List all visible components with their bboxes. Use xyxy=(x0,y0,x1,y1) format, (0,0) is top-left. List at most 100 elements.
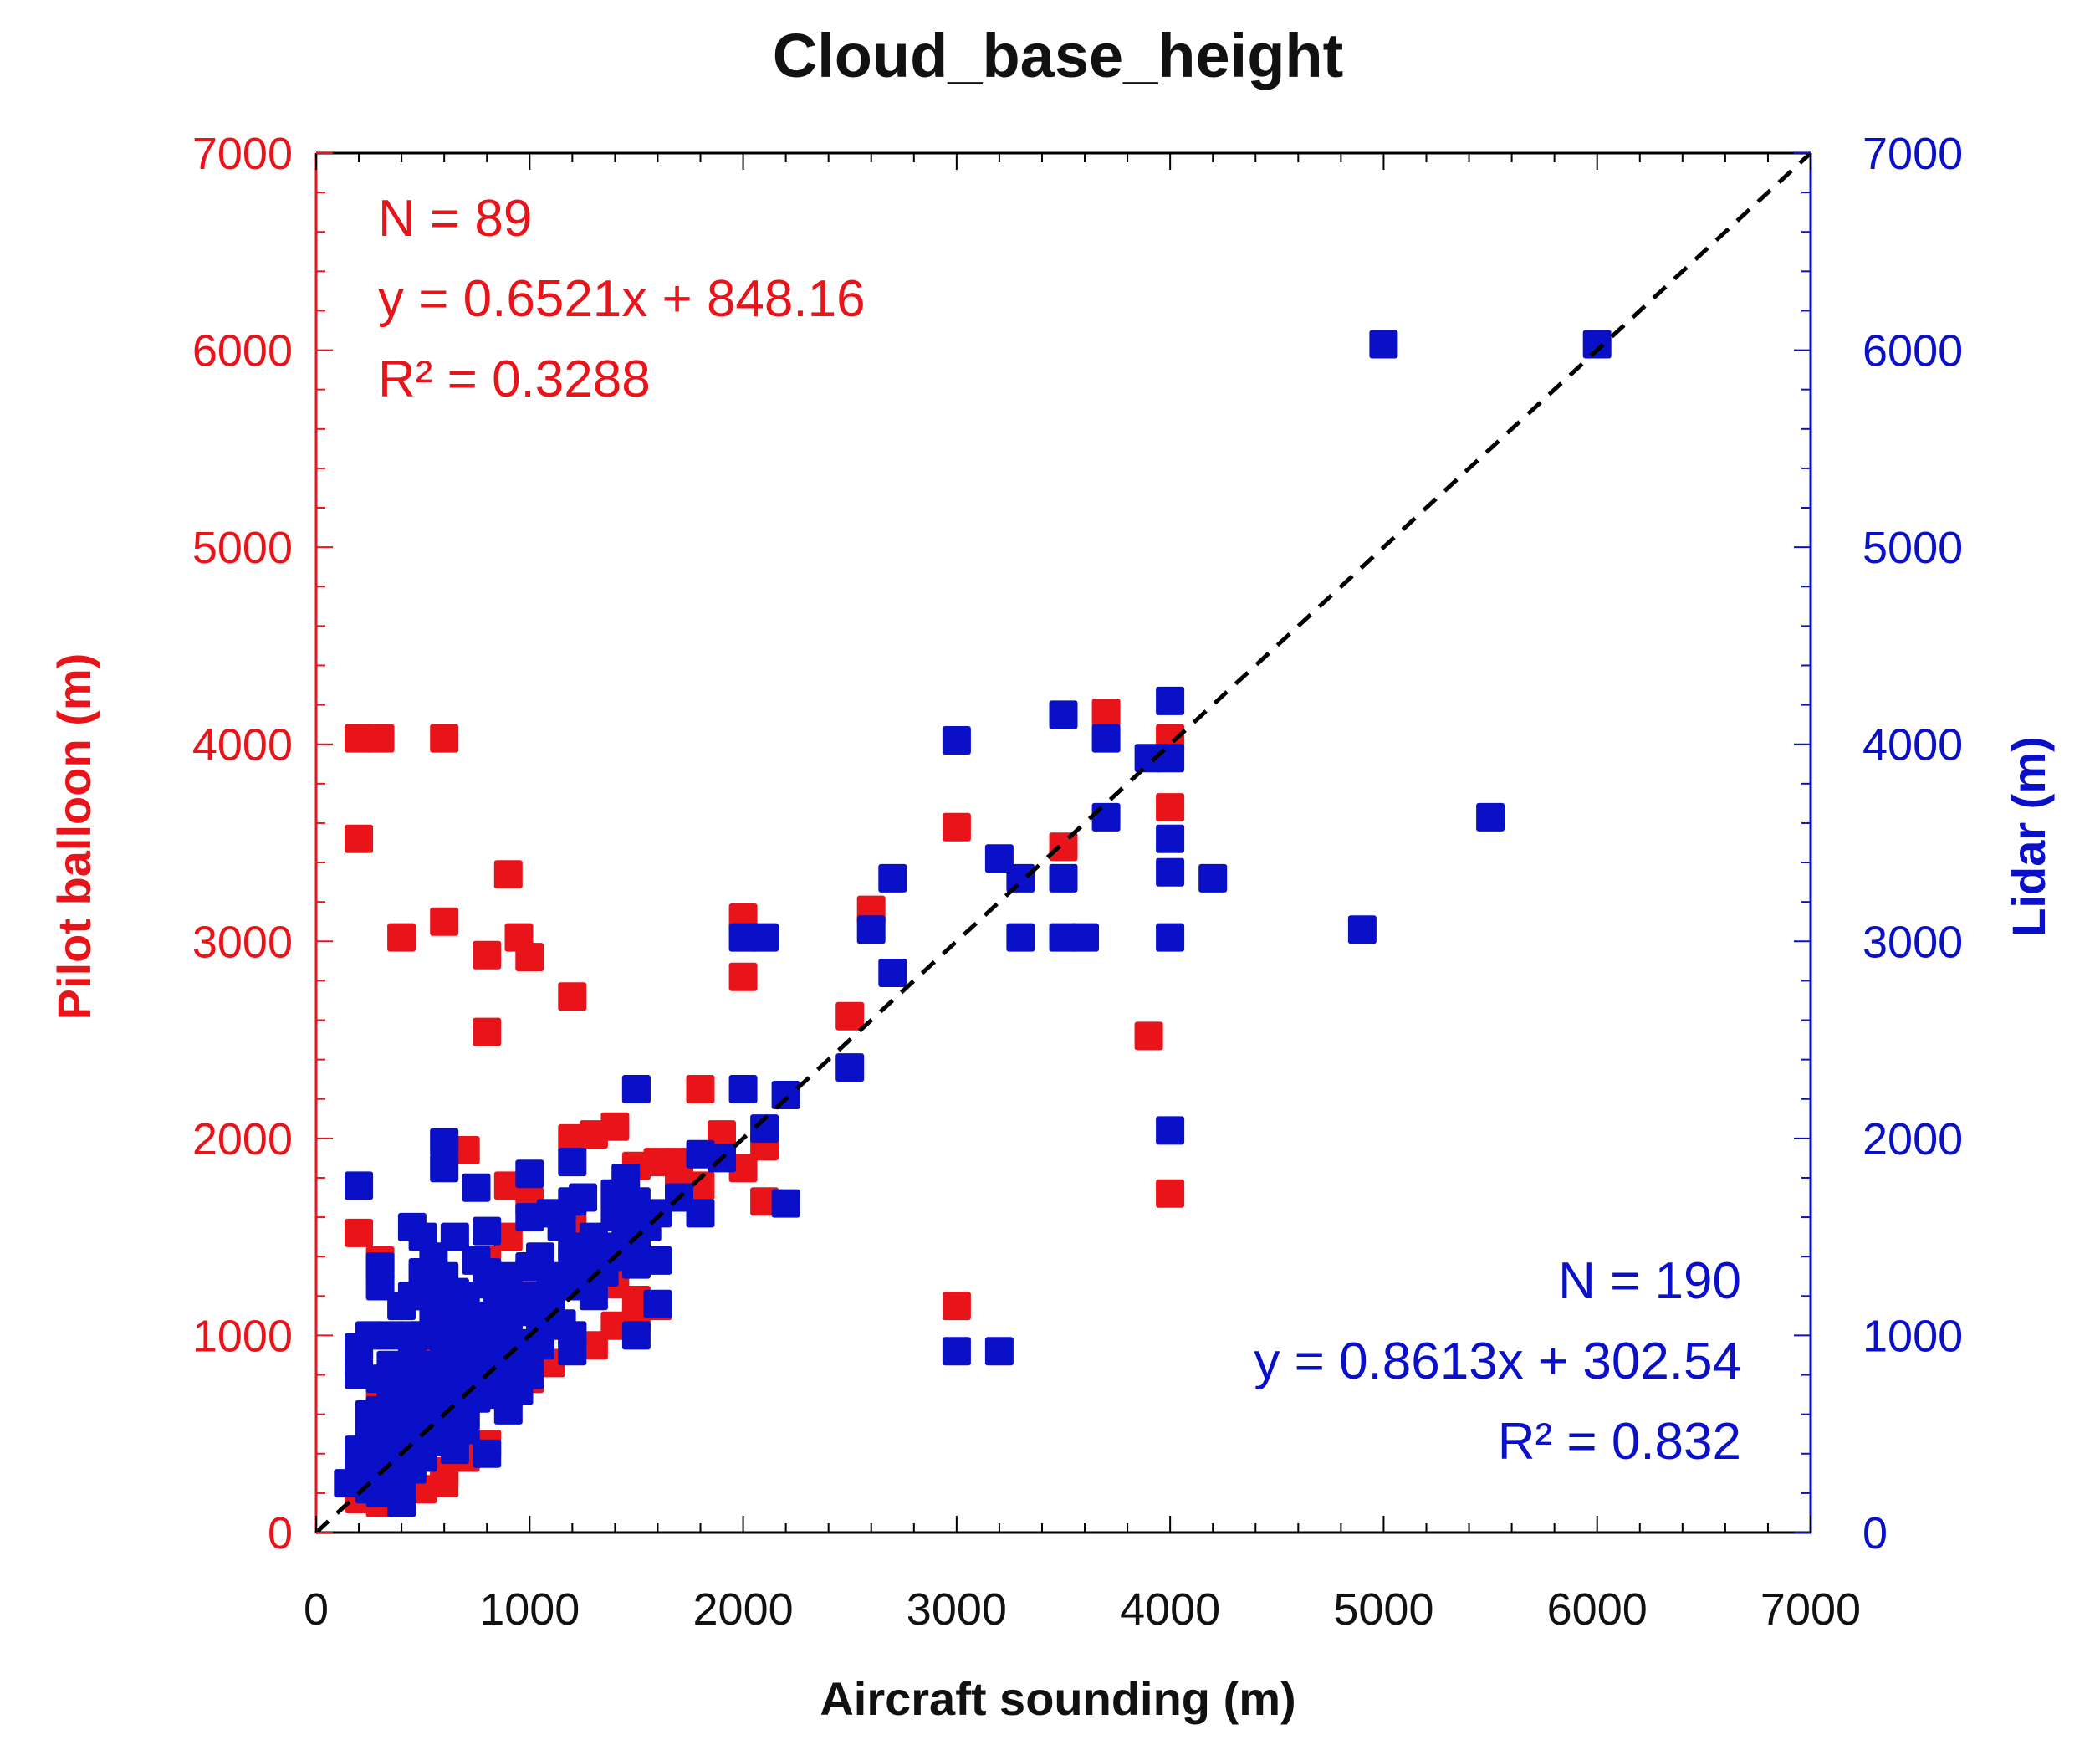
lidar-n: N = 190 xyxy=(1558,1252,1741,1310)
lidar-point xyxy=(728,1075,758,1103)
lidar-point xyxy=(878,863,907,893)
pilot-balloon-point xyxy=(473,1017,502,1046)
pilot-balloon-point xyxy=(493,1222,523,1251)
lidar-point xyxy=(397,1212,427,1241)
lidar-point xyxy=(451,1282,480,1311)
lidar-point xyxy=(835,1053,865,1082)
pilot-balloon-point xyxy=(708,1120,736,1149)
pilot-balloon-point xyxy=(686,1075,715,1103)
lidar-point xyxy=(473,1439,502,1468)
lidar-r2: R² = 0.832 xyxy=(1498,1413,1741,1471)
lidar-point xyxy=(376,1350,406,1379)
right-y-axis-label: Lidar (m) xyxy=(2002,736,2055,937)
right-y-tick-label: 3000 xyxy=(1862,917,1963,967)
lidar-point xyxy=(1476,802,1505,832)
pilot-balloon-point xyxy=(558,1123,587,1153)
lidar-annotation: N = 190 y = 0.8613x + 302.54 R² = 0.832 xyxy=(1254,1252,1741,1471)
x-tick-label: 1000 xyxy=(479,1584,580,1635)
lidar-point xyxy=(750,1114,779,1144)
pilot-balloon-point xyxy=(728,962,758,991)
lidar-point xyxy=(1091,802,1121,832)
pilot-balloon-annotation: N = 89 y = 0.6521x + 848.16 R² = 0.3288 xyxy=(378,190,866,408)
x-tick-label: 5000 xyxy=(1333,1584,1433,1635)
lidar-point xyxy=(397,1321,427,1350)
lidar-point xyxy=(1156,686,1185,715)
pilot-balloon-r2: R² = 0.3288 xyxy=(378,351,651,408)
lidar-point xyxy=(611,1164,641,1192)
pilot-balloon-point xyxy=(942,1292,971,1321)
lidar-point xyxy=(462,1246,491,1275)
pilot-balloon-point xyxy=(430,907,459,936)
lidar-point xyxy=(878,959,907,987)
pilot-balloon-point xyxy=(345,1218,374,1247)
lidar-point xyxy=(355,1449,384,1478)
lidar-point xyxy=(643,1289,672,1318)
pilot-balloon-point xyxy=(579,1331,608,1360)
lidar-point xyxy=(430,1427,459,1456)
lidar-point xyxy=(1156,923,1185,952)
pilot-balloon-point xyxy=(1091,699,1121,727)
lidar-point xyxy=(558,1337,587,1366)
x-tick-label: 2000 xyxy=(693,1584,794,1635)
lidar-point xyxy=(771,1081,800,1109)
x-tick-label: 3000 xyxy=(907,1584,1007,1635)
right-y-tick-label: 7000 xyxy=(1862,129,1963,179)
plot-frame xyxy=(314,151,1812,1534)
lidar-point xyxy=(473,1216,502,1246)
lidar-point xyxy=(355,1475,384,1504)
lidar-point xyxy=(569,1183,598,1212)
right-y-tick-label: 5000 xyxy=(1862,523,1963,573)
lidar-point xyxy=(1049,863,1078,893)
right-y-tick-label: 2000 xyxy=(1862,1114,1963,1164)
lidar-point xyxy=(387,1376,416,1405)
lidar-point xyxy=(984,844,1014,873)
left-y-tick-label: 7000 xyxy=(192,129,293,179)
pilot-balloon-point xyxy=(430,724,459,753)
lidar-point xyxy=(526,1242,554,1272)
lidar-point xyxy=(345,1360,374,1389)
lidar-point xyxy=(515,1159,544,1189)
lidar-point xyxy=(430,1128,459,1157)
x-tick-label: 4000 xyxy=(1120,1584,1220,1635)
right-y-tick-label: 0 xyxy=(1862,1508,1888,1558)
lidar-point xyxy=(1049,700,1078,729)
lidar-point xyxy=(547,1212,576,1241)
pilot-balloon-point xyxy=(473,940,502,970)
left-y-tick-label: 4000 xyxy=(192,720,293,770)
lidar-point xyxy=(558,1148,587,1177)
lidar-point xyxy=(365,1395,395,1425)
lidar-point xyxy=(430,1392,459,1421)
left-y-tick-label: 1000 xyxy=(192,1311,293,1361)
lidar-point xyxy=(643,1246,672,1275)
lidar-point xyxy=(1369,330,1398,359)
lidar-point xyxy=(408,1282,437,1311)
lidar-point xyxy=(440,1222,469,1251)
left-y-tick-label: 0 xyxy=(268,1508,293,1558)
x-tick-label: 0 xyxy=(304,1584,329,1635)
lidar-point xyxy=(451,1321,480,1350)
pilot-balloon-equation: y = 0.6521x + 848.16 xyxy=(378,270,866,328)
lidar-point xyxy=(365,1272,395,1301)
lidar-equation: y = 0.8613x + 302.54 xyxy=(1254,1333,1741,1390)
pilot-balloon-point xyxy=(558,982,587,1011)
left-y-tick-label: 3000 xyxy=(192,917,293,967)
pilot-balloon-point xyxy=(387,923,416,952)
lidar-point xyxy=(408,1443,437,1472)
lidar-point xyxy=(1156,857,1185,887)
lidar-point xyxy=(942,726,971,755)
lidar-point xyxy=(771,1189,800,1218)
lidar-point xyxy=(355,1423,384,1452)
axis-ticks xyxy=(315,152,1811,1533)
lidar-point xyxy=(515,1203,544,1232)
lidar-point xyxy=(621,1321,651,1350)
lidar-point xyxy=(1006,923,1035,952)
lidar-point xyxy=(621,1075,651,1103)
pilot-balloon-n: N = 89 xyxy=(378,190,532,248)
lidar-point xyxy=(473,1301,502,1330)
chart-title: Cloud_base_height xyxy=(773,21,1344,90)
pilot-balloon-point xyxy=(835,1001,865,1031)
lidar-point xyxy=(621,1238,651,1267)
pilot-balloon-point xyxy=(1134,1021,1163,1051)
